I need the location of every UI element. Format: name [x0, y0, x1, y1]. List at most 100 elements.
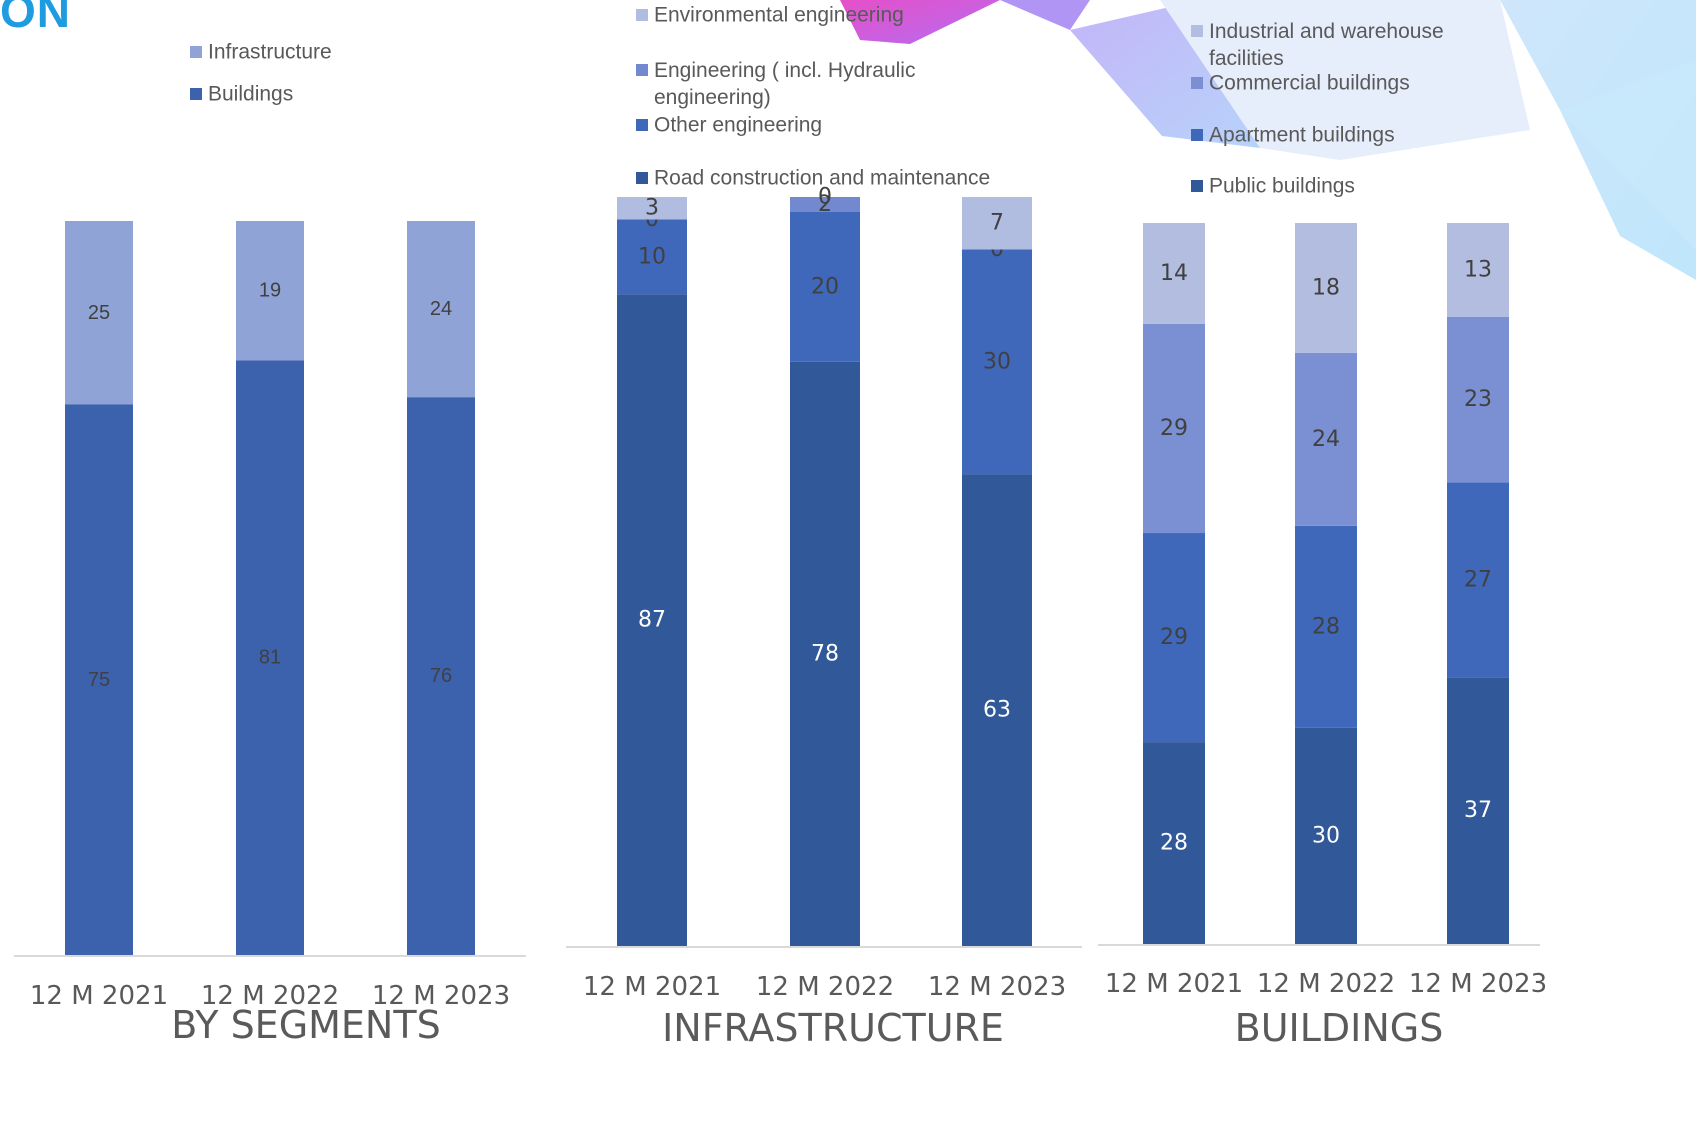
legend-swatch [1191, 25, 1203, 37]
decor-shard-magenta [840, 0, 1000, 44]
decor-shard-sky-2 [1560, 60, 1696, 250]
legend-swatch [1191, 77, 1203, 89]
data-label: 78 [811, 641, 839, 666]
bar-segment [1143, 223, 1205, 324]
x-tick-label: 12 M 2022 [756, 972, 894, 1002]
bar-segment [790, 361, 860, 946]
data-label: 37 [1464, 798, 1492, 823]
data-label: 30 [983, 349, 1011, 374]
x-tick-label: 12 M 2022 [1257, 969, 1395, 999]
data-label: 24 [1312, 427, 1340, 452]
chart-title: BUILDINGS [1235, 1006, 1444, 1050]
bar-segment [1295, 525, 1357, 728]
data-label: 14 [1160, 261, 1188, 286]
bar-segment [962, 197, 1032, 250]
legend-swatch [636, 172, 648, 184]
data-label: 87 [638, 608, 666, 633]
legend-label-line: engineering) [654, 86, 771, 109]
data-label: 18 [1312, 275, 1340, 300]
bar-segment [236, 221, 304, 361]
data-label: 13 [1464, 257, 1492, 282]
data-label: 63 [983, 698, 1011, 723]
legend-label-line: facilities [1209, 47, 1284, 70]
legend-label: Buildings [208, 83, 293, 106]
data-label: 27 [1464, 567, 1492, 592]
legend-swatch [1191, 180, 1203, 192]
legend-label: Commercial buildings [1209, 72, 1410, 95]
bar-segment [1143, 742, 1205, 944]
data-label: 23 [1464, 387, 1492, 412]
data-label: 19 [259, 280, 281, 302]
bar-segment [962, 249, 1032, 475]
legend-label: Public buildings [1209, 175, 1355, 198]
data-label: 10 [638, 244, 666, 269]
legend-label: Industrial and warehouse facilities [1209, 20, 1444, 70]
data-label: 29 [1160, 416, 1188, 441]
data-label: 81 [259, 647, 281, 669]
legend-label-line: Industrial and warehouse [1209, 20, 1444, 43]
x-tick-label: 12 M 2023 [372, 981, 510, 1011]
legend-label: Environmental engineering [654, 4, 904, 27]
bar-segment [1447, 223, 1509, 317]
bar-segment [1143, 533, 1205, 743]
x-tick-label: 12 M 2023 [928, 972, 1066, 1002]
data-label: 30 [1312, 823, 1340, 848]
bar-segment [617, 197, 687, 220]
legend-label: Infrastructure [208, 41, 332, 64]
legend-label: Other engineering [654, 114, 822, 137]
legend-label: Engineering ( incl. Hydraulic engineering… [654, 59, 915, 109]
bar-segment [65, 404, 133, 955]
data-label: 29 [1160, 625, 1188, 650]
legend-swatch [636, 64, 648, 76]
bar-segment [1295, 352, 1357, 526]
chart-buildings: 28 29 29 14 12 M 2021 30 28 24 18 12 M 2022 37 27 23… [1098, 20, 1547, 1050]
bar-segment [1447, 316, 1509, 483]
x-tick-label: 12 M 2023 [1409, 969, 1547, 999]
bar-segment [962, 474, 1032, 946]
x-tick-label: 12 M 2021 [1105, 969, 1243, 999]
data-label: 3 [645, 196, 659, 221]
bar-segment [1447, 677, 1509, 944]
bar-segment [236, 360, 304, 956]
data-label: 20 [811, 274, 839, 299]
chart-title: INFRASTRUCTURE [662, 1006, 1004, 1050]
bar-segment [1143, 323, 1205, 534]
legend-label: Apartment buildings [1209, 124, 1395, 147]
legend-swatch [190, 88, 202, 100]
legend-label: Road construction and maintenance [654, 167, 990, 190]
decor-shard-pale [1160, 0, 1530, 160]
data-label: 7 [990, 211, 1004, 236]
data-label: 2 [818, 192, 832, 217]
x-tick-label: 12 M 2021 [583, 972, 721, 1002]
legend-swatch [190, 46, 202, 58]
data-label: 0 [818, 185, 832, 210]
x-tick-label: 12 M 2022 [201, 981, 339, 1011]
decor-shard-violet [1000, 0, 1090, 30]
bar-segment [790, 211, 860, 362]
legend-label-line: Engineering ( incl. Hydraulic [654, 59, 915, 82]
legend-swatch [636, 9, 648, 21]
bar-segment [1295, 727, 1357, 944]
chart-title: BY SEGMENTS [171, 1003, 440, 1047]
bar-segment [1447, 482, 1509, 678]
legend-swatch [636, 119, 648, 131]
bar-segment [407, 397, 475, 955]
x-tick-label: 12 M 2021 [30, 981, 168, 1011]
bar-segment [790, 197, 860, 212]
legend-swatch [1191, 129, 1203, 141]
bar-segment [617, 294, 687, 946]
bar-segment [1295, 223, 1357, 353]
data-label: 28 [1312, 614, 1340, 639]
data-label: 25 [88, 302, 110, 324]
data-label: 24 [430, 298, 452, 320]
page-header-fragment: ON [0, 0, 71, 37]
bar-segment [407, 221, 475, 398]
data-label: 28 [1160, 831, 1188, 856]
background-decoration [840, 0, 1696, 280]
bar-segment [65, 221, 133, 405]
data-label: 76 [430, 665, 452, 687]
